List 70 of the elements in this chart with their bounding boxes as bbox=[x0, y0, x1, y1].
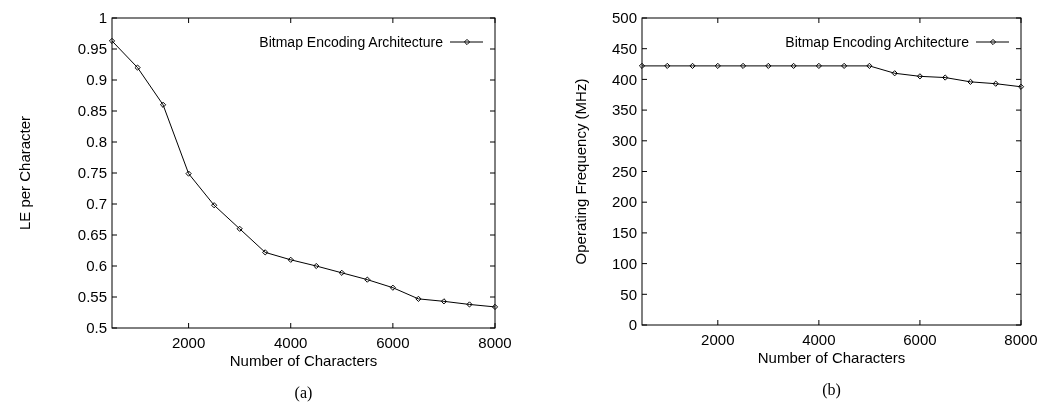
point bbox=[338, 269, 345, 276]
point bbox=[185, 170, 192, 177]
point bbox=[415, 295, 422, 302]
x-tick-label: 8000 bbox=[1004, 331, 1038, 348]
y-tick-label: 0 bbox=[628, 316, 637, 334]
y-tick-label: 350 bbox=[611, 101, 637, 119]
point bbox=[638, 62, 646, 69]
point bbox=[159, 101, 167, 108]
y-tick-label: 0.9 bbox=[86, 71, 107, 89]
point bbox=[108, 37, 116, 45]
point bbox=[916, 73, 924, 80]
point bbox=[389, 284, 396, 291]
x-tick-label: 2000 bbox=[171, 334, 206, 351]
point bbox=[1017, 83, 1025, 90]
text: (a) bbox=[294, 384, 313, 402]
y-tick-label: 400 bbox=[611, 70, 637, 88]
y-axis-title: Operating Frequency (MHz) bbox=[572, 78, 589, 265]
point bbox=[287, 256, 294, 263]
point bbox=[992, 80, 999, 87]
x-tick-label: 6000 bbox=[376, 334, 410, 351]
x-tick-label: 4000 bbox=[802, 331, 836, 348]
y-tick-label: 150 bbox=[611, 224, 637, 242]
y-tick-label: 250 bbox=[611, 162, 637, 180]
point bbox=[313, 262, 320, 270]
y-tick-label: 0.5 bbox=[86, 319, 107, 337]
y-tick-label: 0.6 bbox=[86, 257, 107, 275]
y-tick-label: 500 bbox=[611, 9, 637, 27]
point bbox=[967, 78, 974, 85]
point bbox=[891, 70, 898, 77]
point bbox=[841, 62, 848, 69]
y-tick-label: 50 bbox=[620, 285, 637, 303]
y-tick-label: 1 bbox=[98, 9, 107, 27]
point bbox=[211, 202, 218, 209]
point bbox=[236, 225, 243, 232]
point bbox=[466, 301, 473, 308]
y-tick-label: 450 bbox=[611, 39, 637, 57]
x-tick-label: 6000 bbox=[903, 331, 937, 348]
y-tick-label: 0.75 bbox=[77, 164, 107, 182]
point bbox=[689, 62, 696, 69]
x-tick-label: 4000 bbox=[274, 334, 308, 351]
point bbox=[866, 62, 873, 69]
point bbox=[739, 62, 747, 69]
x-tick-label: 8000 bbox=[478, 334, 512, 351]
point bbox=[765, 62, 772, 69]
point bbox=[134, 64, 141, 71]
y-tick-label: 100 bbox=[611, 254, 637, 272]
point bbox=[491, 303, 499, 311]
point bbox=[942, 74, 949, 81]
y-tick-label: 0.7 bbox=[86, 195, 107, 213]
x-tick-label: 2000 bbox=[701, 331, 735, 348]
y-tick-label: 0.95 bbox=[77, 40, 107, 58]
y-tick-label: 0.55 bbox=[77, 288, 107, 306]
point bbox=[714, 62, 721, 69]
point bbox=[440, 298, 448, 305]
x-axis-title: Number of Characters bbox=[229, 352, 378, 369]
y-tick-label: 0.85 bbox=[77, 102, 107, 120]
text: (b) bbox=[822, 381, 841, 399]
x-axis-title: Number of Characters bbox=[757, 349, 906, 366]
y-tick-label: 0.8 bbox=[86, 133, 107, 151]
y-tick-label: 300 bbox=[611, 132, 637, 150]
point bbox=[664, 62, 671, 69]
legend-label: Bitmap Encoding Architecture bbox=[785, 33, 970, 50]
point bbox=[790, 62, 797, 69]
point bbox=[815, 62, 822, 69]
y-tick-label: 200 bbox=[611, 193, 637, 211]
y-axis-title: LE per Character bbox=[16, 115, 33, 231]
point bbox=[262, 249, 269, 256]
point bbox=[364, 276, 371, 283]
y-tick-label: 0.65 bbox=[77, 226, 107, 244]
legend-label: Bitmap Encoding Architecture bbox=[259, 33, 444, 50]
